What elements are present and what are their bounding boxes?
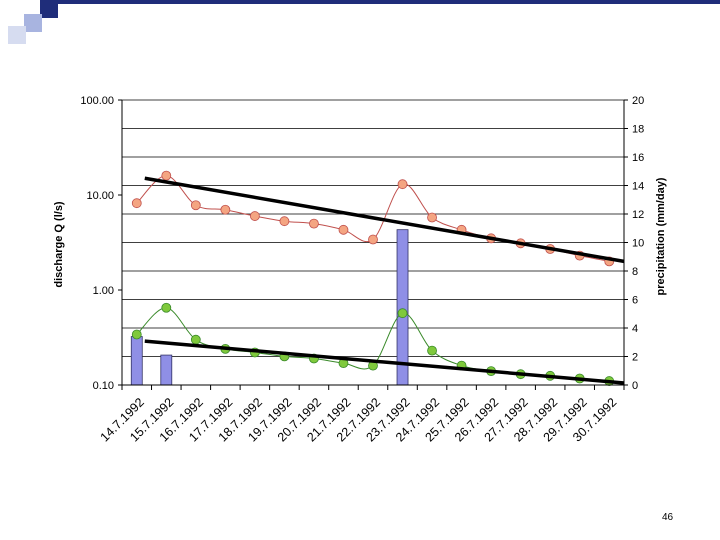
discharge-point [397, 179, 408, 190]
y-right-tick-label: 12 [632, 209, 644, 221]
discharge-lines [131, 170, 615, 386]
discharge-point [161, 170, 172, 181]
y-right-tick-label: 4 [632, 323, 638, 335]
discharge-point [338, 224, 349, 235]
chart-axes [118, 99, 628, 390]
y-right-tick-label: 16 [632, 152, 644, 164]
y-right-tick-label: 10 [632, 238, 644, 250]
y-left-tick-label: 100.00 [80, 95, 114, 107]
corner-square-pale [8, 26, 26, 44]
slide-page-number: 46 [662, 512, 674, 523]
discharge-point [397, 308, 408, 319]
y-left-tick-label: 10.00 [86, 190, 114, 202]
top-accent-bar [58, 0, 720, 4]
discharge-point [131, 198, 142, 209]
discharge-point [131, 329, 142, 340]
discharge-point [220, 204, 231, 215]
trendline [144, 176, 625, 264]
y-right-tick-label: 8 [632, 266, 638, 278]
discharge-point [309, 218, 319, 229]
y-right-tick-label: 2 [632, 352, 638, 364]
discharge-point [249, 211, 260, 221]
discharge-point [427, 345, 437, 356]
corner-square-light [24, 14, 42, 32]
precipitation-bar [160, 354, 173, 386]
discharge-point [368, 234, 378, 245]
discharge-point [190, 334, 201, 345]
y-left-tick-label: 1.00 [93, 285, 114, 297]
trendlines [144, 176, 625, 385]
precipitation-bar [130, 336, 143, 386]
corner-square-dark [40, 0, 58, 18]
discharge-point [427, 212, 437, 223]
y-right-tick-label: 20 [632, 95, 644, 107]
y-right-tick-label: 18 [632, 124, 644, 136]
discharge-point [279, 216, 290, 227]
discharge-point [190, 200, 201, 211]
y-right-tick-label: 0 [632, 380, 638, 392]
chart-labels: 0.101.0010.00100.000246810121416182014.7… [53, 95, 667, 444]
trendline [144, 339, 625, 385]
y-left-tick-label: 0.10 [93, 380, 114, 392]
discharge-point [161, 302, 172, 313]
y-right-axis-title: precipitation (mm/day) [655, 177, 667, 295]
y-right-tick-label: 14 [632, 181, 644, 193]
y-left-axis-title: discharge Q (l/s) [53, 201, 65, 288]
y-right-tick-label: 6 [632, 295, 638, 307]
